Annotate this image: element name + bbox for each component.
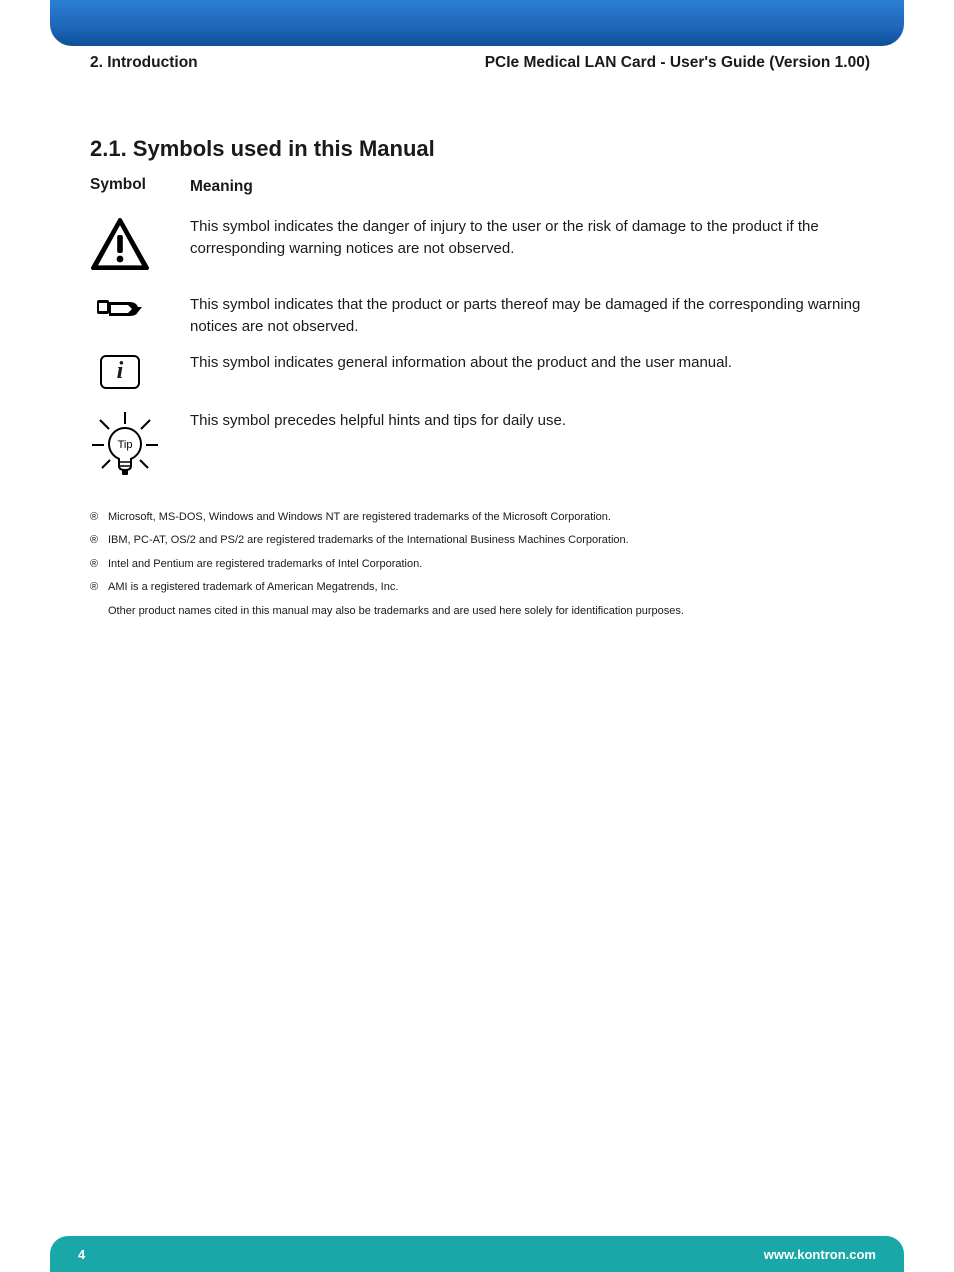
- trademark-footnote-text: Other product names cited in this manual…: [108, 604, 870, 619]
- table-row: Tip This symbol precedes helpful hints a…: [90, 410, 870, 480]
- trademark-text: AMI is a registered trademark of America…: [108, 580, 870, 595]
- symbol-cell: [90, 294, 190, 324]
- th-symbol: Symbol: [90, 176, 190, 194]
- symbol-cell: i: [90, 352, 190, 392]
- running-header: 2. Introduction PCIe Medical LAN Card - …: [90, 54, 870, 72]
- tip-label: Tip: [118, 439, 133, 451]
- table-row: This symbol indicates that the product o…: [90, 294, 870, 338]
- header-left: 2. Introduction: [90, 54, 198, 72]
- trademarks-block: ® Microsoft, MS-DOS, Windows and Windows…: [90, 510, 870, 627]
- table-header-row: Symbol Meaning: [90, 176, 870, 198]
- meaning-cell: This symbol indicates that the product o…: [190, 294, 870, 338]
- th-meaning: Meaning: [190, 176, 870, 198]
- trademark-row: ® Intel and Pentium are registered trade…: [90, 557, 870, 572]
- symbols-table: Symbol Meaning This symbol indicates the…: [90, 176, 870, 498]
- table-row: i This symbol indicates general informat…: [90, 352, 870, 392]
- info-box-icon: i: [90, 352, 150, 392]
- trademark-row: ® IBM, PC-AT, OS/2 and PS/2 are register…: [90, 533, 870, 548]
- meaning-cell: This symbol precedes helpful hints and t…: [190, 410, 870, 432]
- warning-triangle-icon: [90, 216, 150, 276]
- top-banner: [50, 0, 904, 46]
- meaning-cell: This symbol indicates the danger of inju…: [190, 216, 870, 260]
- trademark-footnote: Other product names cited in this manual…: [90, 604, 870, 619]
- page-number: 4: [78, 1247, 85, 1262]
- section-title: 2.1. Symbols used in this Manual: [90, 136, 435, 162]
- page-footer: 4 www.kontron.com: [50, 1236, 904, 1272]
- meaning-cell: This symbol indicates general informatio…: [190, 352, 870, 374]
- header-right: PCIe Medical LAN Card - User's Guide (Ve…: [485, 54, 870, 72]
- registered-icon: ®: [90, 557, 108, 572]
- registered-icon: ®: [90, 533, 108, 548]
- registered-icon: ®: [90, 580, 108, 595]
- symbol-cell: [90, 216, 190, 276]
- footer-url: www.kontron.com: [764, 1247, 876, 1262]
- symbol-cell: Tip: [90, 410, 190, 480]
- registered-icon: ®: [90, 510, 108, 525]
- tip-bulb-icon: Tip: [90, 410, 160, 480]
- trademark-row: ® Microsoft, MS-DOS, Windows and Windows…: [90, 510, 870, 525]
- trademark-text: Intel and Pentium are registered tradema…: [108, 557, 870, 572]
- trademark-row: ® AMI is a registered trademark of Ameri…: [90, 580, 870, 595]
- trademark-text: Microsoft, MS-DOS, Windows and Windows N…: [108, 510, 870, 525]
- trademark-text: IBM, PC-AT, OS/2 and PS/2 are registered…: [108, 533, 870, 548]
- table-row: This symbol indicates the danger of inju…: [90, 216, 870, 276]
- page-root: 2. Introduction PCIe Medical LAN Card - …: [0, 0, 954, 1272]
- pointing-hand-icon: [90, 294, 150, 324]
